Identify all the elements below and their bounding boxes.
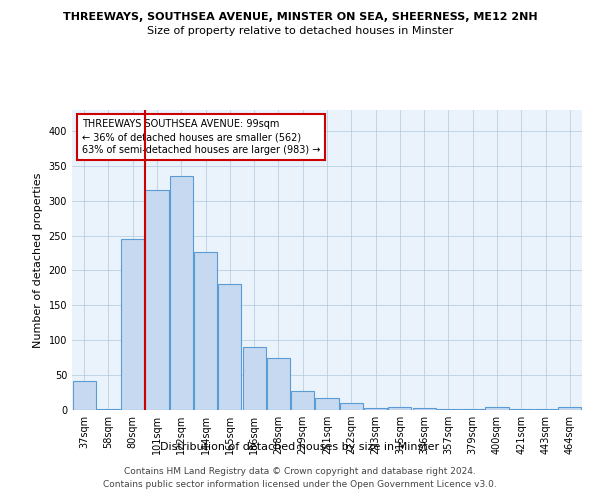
Bar	[121, 239, 144, 410]
Bar	[485, 406, 509, 410]
Bar	[218, 284, 241, 410]
Text: Distribution of detached houses by size in Minster: Distribution of detached houses by size …	[160, 442, 440, 452]
Text: THREEWAYS, SOUTHSEA AVENUE, MINSTER ON SEA, SHEERNESS, ME12 2NH: THREEWAYS, SOUTHSEA AVENUE, MINSTER ON S…	[62, 12, 538, 22]
Bar	[388, 406, 412, 410]
Bar	[267, 358, 290, 410]
Bar	[291, 391, 314, 410]
Text: Contains HM Land Registry data © Crown copyright and database right 2024.: Contains HM Land Registry data © Crown c…	[124, 467, 476, 476]
Bar	[437, 408, 460, 410]
Bar	[364, 408, 387, 410]
Text: Size of property relative to detached houses in Minster: Size of property relative to detached ho…	[147, 26, 453, 36]
Bar	[170, 176, 193, 410]
Bar	[316, 398, 338, 410]
Bar	[559, 406, 581, 410]
Bar	[340, 403, 363, 410]
Bar	[194, 252, 217, 410]
Y-axis label: Number of detached properties: Number of detached properties	[33, 172, 43, 348]
Bar	[413, 408, 436, 410]
Bar	[145, 190, 169, 410]
Text: Contains public sector information licensed under the Open Government Licence v3: Contains public sector information licen…	[103, 480, 497, 489]
Bar	[73, 380, 95, 410]
Bar	[242, 347, 266, 410]
Text: THREEWAYS SOUTHSEA AVENUE: 99sqm
← 36% of detached houses are smaller (562)
63% : THREEWAYS SOUTHSEA AVENUE: 99sqm ← 36% o…	[82, 119, 320, 156]
